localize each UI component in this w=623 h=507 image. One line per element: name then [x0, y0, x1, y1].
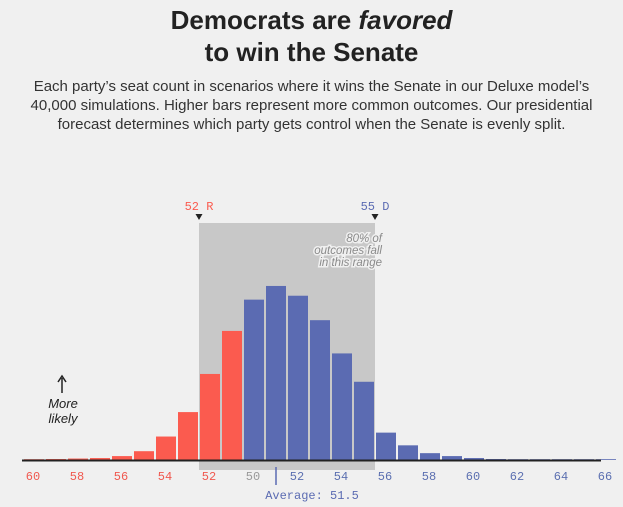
x-tick-label: 64 — [554, 470, 568, 484]
x-tick-label: 54 — [334, 470, 348, 484]
x-tick-label: 62 — [510, 470, 524, 484]
y-hint: More likely — [48, 374, 79, 426]
range-high-marker-icon — [371, 214, 379, 220]
bar-d-57 — [398, 445, 418, 460]
bar-d-60 — [464, 458, 484, 460]
bar-r-56 — [112, 456, 132, 460]
bar-d-52 — [288, 295, 308, 460]
range-note-line-2: outcomes fall — [314, 245, 382, 257]
x-tick-label: 56 — [114, 470, 128, 484]
bar-d-53 — [310, 320, 330, 460]
x-tick-label: 54 — [158, 470, 172, 484]
x-tick-label: 52 — [290, 470, 304, 484]
title-part-1: Democrats are — [170, 5, 359, 35]
x-tick-label: 56 — [378, 470, 392, 484]
x-tick-label: 60 — [26, 470, 40, 484]
x-tick-label: 58 — [70, 470, 84, 484]
range-note-line-3: in this range — [319, 257, 382, 269]
x-tick-label: 58 — [422, 470, 436, 484]
x-tick-label: 60 — [466, 470, 480, 484]
bar-r-53 — [178, 412, 198, 460]
x-tick-label: 66 — [598, 470, 612, 484]
range-note-line-1: 80% of — [346, 233, 384, 245]
bar-r-55 — [134, 451, 154, 460]
x-tick-label: 50 — [246, 470, 260, 484]
bar-d-56 — [376, 432, 396, 460]
bar-d-59 — [442, 456, 462, 460]
range-high-label: 55 D — [361, 200, 390, 214]
y-hint-line-1: More — [48, 396, 78, 411]
bar-d-51 — [266, 285, 286, 460]
x-tick-label: 52 — [202, 470, 216, 484]
title-part-2: to win the Senate — [204, 37, 419, 67]
bar-d-54 — [332, 353, 352, 460]
up-arrow-icon — [57, 374, 67, 393]
y-hint-line-2: likely — [49, 411, 79, 426]
bar-r-52 — [200, 373, 220, 460]
bar-d-50 — [244, 299, 264, 460]
bar-r-51 — [222, 330, 242, 460]
range-low-label: 52 R — [185, 200, 214, 214]
range-note: 80% of outcomes fall in this range — [313, 232, 386, 271]
bar-d-58 — [420, 453, 440, 460]
bar-r-57 — [90, 458, 110, 460]
bar-r-54 — [156, 436, 176, 460]
chart-subtitle: Each party’s seat count in scenarios whe… — [30, 78, 593, 133]
range-low-marker-icon — [195, 214, 203, 220]
chart-title: Democrats are favored to win the Senate — [0, 4, 623, 68]
bar-d-55 — [354, 381, 374, 460]
bar-d-66 — [596, 459, 616, 460]
bar-r-58 — [68, 458, 88, 460]
bars-group — [24, 285, 616, 460]
title-emphasis: favored — [358, 5, 453, 35]
average-label: Average: 51.5 — [265, 489, 359, 503]
x-tick-labels: 60 58 56 54 52 50 52 54 56 58 60 62 64 66 — [26, 470, 612, 484]
